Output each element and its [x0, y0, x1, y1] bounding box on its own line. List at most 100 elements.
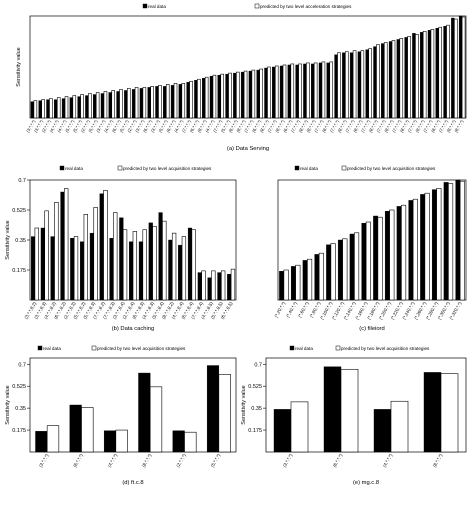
- bar-predicted: [454, 18, 458, 119]
- bar-real: [240, 71, 245, 119]
- bar-predicted: [72, 95, 77, 119]
- bar-real: [70, 238, 75, 301]
- bar-real: [373, 215, 379, 301]
- bar-predicted: [354, 232, 360, 301]
- bar-predicted: [134, 87, 139, 119]
- bar-real: [100, 93, 105, 119]
- bar-real: [119, 217, 124, 301]
- bar-real: [217, 74, 221, 119]
- bar-real: [435, 28, 439, 119]
- bar-predicted: [376, 44, 380, 119]
- bar-real: [108, 92, 112, 119]
- bar-predicted: [150, 86, 154, 119]
- x-tick-label: (7,*,*,*): [212, 118, 223, 133]
- bar-predicted: [282, 64, 287, 119]
- bar-predicted: [438, 26, 443, 119]
- x-tick-label: (7,*,*,*): [181, 118, 192, 133]
- bar-predicted: [115, 429, 128, 453]
- legend-label-predicted: predicted by two level acquisition strat…: [123, 166, 212, 171]
- bar-real: [318, 62, 323, 119]
- bar-real: [60, 191, 65, 301]
- x-tick-label: (8,*,*,*): [368, 118, 379, 133]
- y-axis-label: Sensitivity value: [5, 220, 11, 259]
- bar-real: [217, 272, 222, 301]
- bar-real: [326, 62, 330, 119]
- bar-real: [443, 182, 449, 301]
- x-tick-label: (6,*,*,*): [251, 118, 262, 133]
- bar-real: [163, 86, 167, 119]
- bar-real: [420, 194, 426, 301]
- bar-predicted: [330, 243, 336, 301]
- x-tick-label: (2,*,*,*): [80, 118, 91, 133]
- bar-real: [273, 409, 292, 453]
- bar-predicted: [149, 386, 163, 453]
- bar-predicted: [73, 236, 79, 301]
- y-tick-label: 0.35: [15, 406, 26, 412]
- bar-real: [404, 37, 408, 119]
- bar-real: [412, 33, 416, 119]
- x-tick-label: (8,*,*,*): [298, 118, 309, 133]
- bar-real: [168, 239, 173, 301]
- chart-0: Sensitivity value real data predicted by t…: [16, 3, 467, 152]
- bar-real: [427, 30, 432, 119]
- bar-real: [206, 365, 220, 453]
- bar-real: [311, 63, 315, 119]
- bar-predicted: [41, 99, 45, 119]
- bar-predicted: [446, 24, 450, 119]
- bar-real: [172, 430, 185, 453]
- bar-predicted: [340, 368, 359, 453]
- bar-predicted: [274, 65, 279, 119]
- bar-real: [69, 404, 82, 453]
- x-tick-label: (5,*,*,*): [220, 118, 231, 133]
- bar-real: [361, 222, 367, 301]
- x-tick-label: (5,*,*,*): [158, 118, 169, 133]
- bar-real: [408, 200, 414, 301]
- bar-predicted: [251, 69, 256, 119]
- bar-predicted: [401, 204, 407, 301]
- x-tick-label: (8,*,*,*): [430, 118, 441, 133]
- bar-predicted: [436, 188, 442, 301]
- bar-real: [423, 372, 442, 453]
- bar-predicted: [430, 28, 435, 119]
- bar-predicted: [290, 401, 309, 453]
- legend-label-real: real data: [43, 346, 61, 351]
- bar-predicted: [181, 83, 186, 119]
- bar-predicted: [391, 40, 396, 119]
- x-tick-label: (7,*,*,*): [243, 118, 254, 133]
- x-tick-label: (8,*,*,*): [259, 118, 270, 133]
- bar-predicted: [83, 213, 88, 301]
- bar-real: [194, 80, 198, 119]
- bar-real: [334, 54, 338, 119]
- bar-predicted: [337, 52, 341, 119]
- x-tick-label: (4,*,*,*): [103, 118, 114, 133]
- legend-swatch-real: [37, 345, 43, 351]
- y-tick-label: 0.7: [254, 362, 262, 368]
- bar-predicted: [33, 100, 38, 119]
- bar-predicted: [64, 96, 69, 119]
- x-tick-label: (8,*,*,*): [446, 118, 457, 133]
- bar-predicted: [162, 220, 167, 301]
- x-tick-label: (5,*,*,*): [87, 118, 98, 133]
- bar-real: [349, 233, 355, 301]
- legend-swatch-predicted: [117, 165, 123, 171]
- bar-real: [373, 409, 392, 453]
- bar-real: [451, 17, 455, 119]
- legend-swatch-predicted: [254, 3, 260, 9]
- bar-predicted: [212, 74, 217, 119]
- x-tick-label: (7,*,*,*): [422, 118, 433, 133]
- y-tick-label: 0.525: [248, 384, 262, 390]
- x-tick-label: (8,*,*,*): [196, 118, 207, 133]
- x-tick-label: (7,*,*,*): [407, 118, 418, 133]
- bar-real: [302, 260, 308, 301]
- bar-real: [384, 210, 390, 301]
- bar-real: [290, 266, 296, 301]
- plot-frame: [265, 357, 467, 453]
- bar-real: [186, 82, 190, 119]
- bar-predicted: [111, 90, 116, 119]
- bar-predicted: [306, 62, 310, 119]
- bar-real: [155, 86, 159, 119]
- legend-swatch-predicted: [341, 165, 347, 171]
- y-axis-label: Sensitivity value: [241, 385, 247, 424]
- bar-predicted: [448, 183, 454, 301]
- bar-predicted: [122, 229, 128, 301]
